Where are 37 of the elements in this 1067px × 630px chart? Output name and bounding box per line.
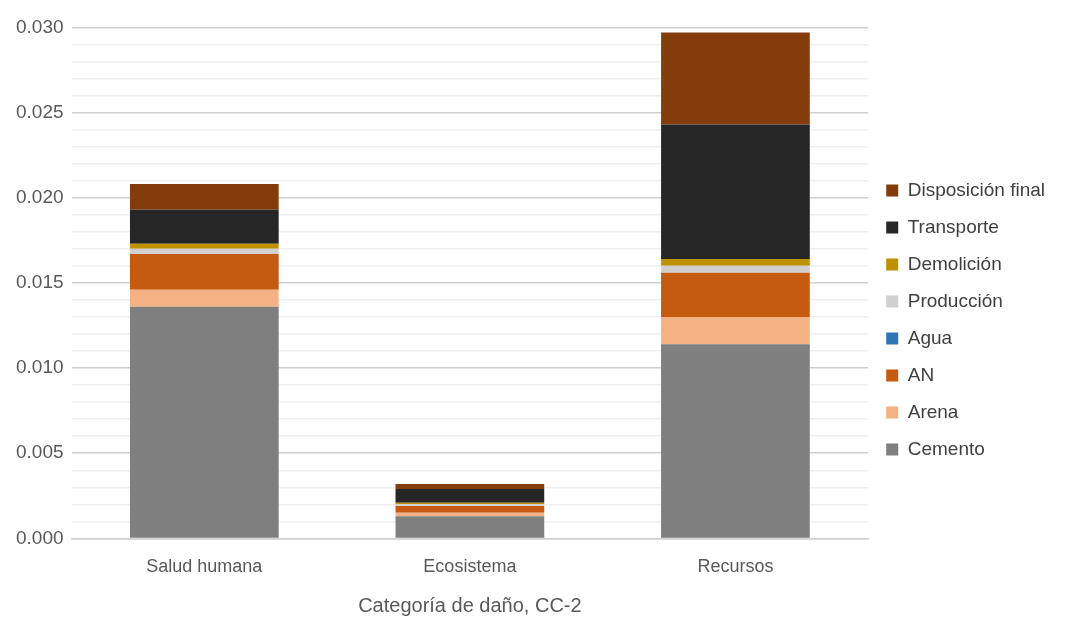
y-tick-label: 0.010 <box>16 356 64 378</box>
bar <box>129 243 279 249</box>
x-tick-label: Recursos <box>697 556 774 577</box>
bar <box>661 344 810 538</box>
y-tick-label: 0.015 <box>16 271 64 293</box>
bar <box>129 248 279 254</box>
bar <box>395 483 545 489</box>
bar <box>129 253 279 290</box>
x-tick-label: Ecosistema <box>423 556 518 577</box>
y-tick-label: 0.030 <box>16 15 64 37</box>
legend-label: Disposición final <box>907 178 1046 200</box>
x-axis-title: Categoría de daño, CC-2 <box>358 593 582 616</box>
legend-label: Demolición <box>907 252 1002 274</box>
y-tick-label: 0.025 <box>16 100 64 122</box>
bar <box>661 259 810 266</box>
bar <box>129 184 279 210</box>
legend-label: Cemento <box>907 437 985 459</box>
bar <box>661 316 810 345</box>
bar <box>661 272 810 317</box>
bar <box>129 306 279 538</box>
legend-label: Transporte <box>907 215 999 237</box>
bar <box>395 516 545 538</box>
text: 0.000 <box>16 526 64 548</box>
y-tick-label: 0.020 <box>16 185 64 207</box>
bar <box>661 124 810 260</box>
bar <box>129 289 279 307</box>
legend-label: AN <box>907 363 935 385</box>
bar <box>661 32 810 125</box>
legend-label: Producción <box>907 289 1003 311</box>
bar <box>661 265 810 273</box>
bar <box>395 506 545 513</box>
legend-label: Agua <box>907 326 953 348</box>
legend-label: Arena <box>907 400 959 422</box>
x-tick-label: Salud humana <box>146 556 264 577</box>
bar <box>395 489 545 503</box>
bar <box>129 209 279 244</box>
y-tick-label: 0.005 <box>16 441 64 463</box>
